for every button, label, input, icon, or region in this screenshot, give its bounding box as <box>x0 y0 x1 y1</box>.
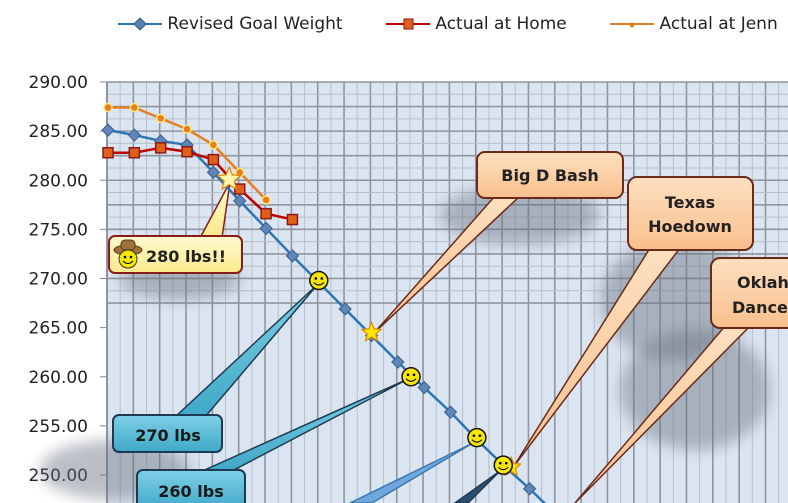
star-icon <box>360 320 383 342</box>
y-tick-label: 270.00 <box>29 270 88 290</box>
smiley-face <box>401 367 421 387</box>
home-weight-point <box>234 183 246 195</box>
smiley-eye <box>504 461 508 465</box>
smiley-eye <box>478 434 482 437</box>
legend-label: Revised Goal Weight <box>167 14 343 34</box>
callout-oklahoma-line2: Dance <box>732 298 788 317</box>
goal-weight-point <box>285 249 300 263</box>
jenn-weight-point <box>155 113 166 124</box>
smiley-mouth <box>405 378 417 382</box>
y-tick-label: 265.00 <box>29 319 88 339</box>
y-axis: 290.00 285.00 280.00 275.00 270.00 265.00 260.… <box>29 73 108 503</box>
smiley-face <box>493 455 513 475</box>
goal-weight-point <box>443 405 458 419</box>
square-marker-icon <box>385 18 430 30</box>
jenn-weight-point <box>208 140 219 150</box>
callout-280-text: 280 lbs!! <box>146 247 226 266</box>
smiley-mouth <box>313 282 325 286</box>
smiley-mouth <box>497 466 509 471</box>
callout-texas-hoedown: Texas Hoedown <box>627 176 754 251</box>
legend-item-jenn: Actual at Jenn <box>610 14 778 34</box>
smiley-face <box>309 270 329 291</box>
circle-marker-icon <box>610 22 655 28</box>
home-weight-point <box>286 213 299 226</box>
smiley-eye <box>406 373 410 377</box>
callout-oklahoma-line1: Oklahoma <box>737 273 788 292</box>
callout-pointers <box>173 181 752 503</box>
goal-weight-point <box>127 128 142 142</box>
goal-weight-point <box>101 123 115 137</box>
smiley-eye <box>314 277 318 280</box>
callout-280: 280 lbs!! <box>108 235 243 274</box>
smiley-icon <box>493 455 513 475</box>
smiley-icon <box>401 367 421 387</box>
legend-item-home: Actual at Home <box>385 14 567 34</box>
goal-weight-point <box>259 221 273 236</box>
smiley-eye <box>498 461 502 465</box>
callout-260: 260 lbs <box>136 469 246 503</box>
diamond-marker-icon <box>118 17 162 31</box>
home-weight-point <box>102 146 114 159</box>
goal-weight-point <box>338 302 352 316</box>
callout-big-d-bash-text: Big D Bash <box>501 166 598 185</box>
jenn-weight-point <box>261 195 271 205</box>
smiley-mouth <box>471 439 483 443</box>
goal-weight-point <box>522 482 537 496</box>
legend-label: Actual at Home <box>435 14 567 34</box>
y-tick-label: 290.00 <box>29 73 88 93</box>
goal-weight-point <box>206 165 221 180</box>
goal-weight-point <box>391 355 405 369</box>
smiley-eye <box>472 434 476 437</box>
home-weight-point <box>181 146 193 158</box>
home-weight-point <box>128 146 141 159</box>
home-weight-point <box>154 142 167 154</box>
home-weight-point <box>260 207 272 220</box>
y-tick-label: 260.00 <box>29 368 88 388</box>
legend: Revised Goal Weight Actual at Home Actua… <box>118 14 788 34</box>
jenn-weight-point <box>182 124 192 134</box>
cowboy-smiley-icon <box>113 239 143 269</box>
smiley-eye <box>320 277 324 280</box>
y-tick-label: 285.00 <box>29 122 88 142</box>
y-tick-label: 275.00 <box>29 220 88 240</box>
callout-texas-line2: Hoedown <box>648 217 732 236</box>
jenn-weight-point <box>129 102 140 113</box>
smiley-face <box>467 427 487 448</box>
goal-weight-point <box>233 194 247 208</box>
smiley-icon <box>467 427 487 448</box>
y-tick-label: 280.00 <box>29 171 88 191</box>
star-icon <box>216 165 243 191</box>
goal-weight-point <box>417 380 431 395</box>
legend-label: Actual at Jenn <box>659 14 778 34</box>
callout-260-text: 260 lbs <box>158 482 223 501</box>
callout-oklahoma-dance: Oklahoma Dance <box>710 257 788 329</box>
annotation-marks <box>216 165 523 477</box>
jenn-weight-point <box>103 102 113 113</box>
smiley-eye <box>412 373 416 377</box>
callout-texas-line1: Texas <box>665 193 715 212</box>
callout-pointer <box>349 442 474 503</box>
callout-270-text: 270 lbs <box>135 426 200 445</box>
callout-270: 270 lbs <box>112 414 223 453</box>
callouts: 280 lbs!! Big D Bash Texas Hoedown Oklah… <box>108 151 788 503</box>
smiley-icon <box>309 270 329 291</box>
callout-pointer <box>453 470 501 503</box>
legend-item-goal: Revised Goal Weight <box>118 14 343 34</box>
y-tick-label: 255.00 <box>29 417 88 437</box>
home-weight-point <box>207 153 220 166</box>
callout-big-d-bash: Big D Bash <box>476 151 624 199</box>
